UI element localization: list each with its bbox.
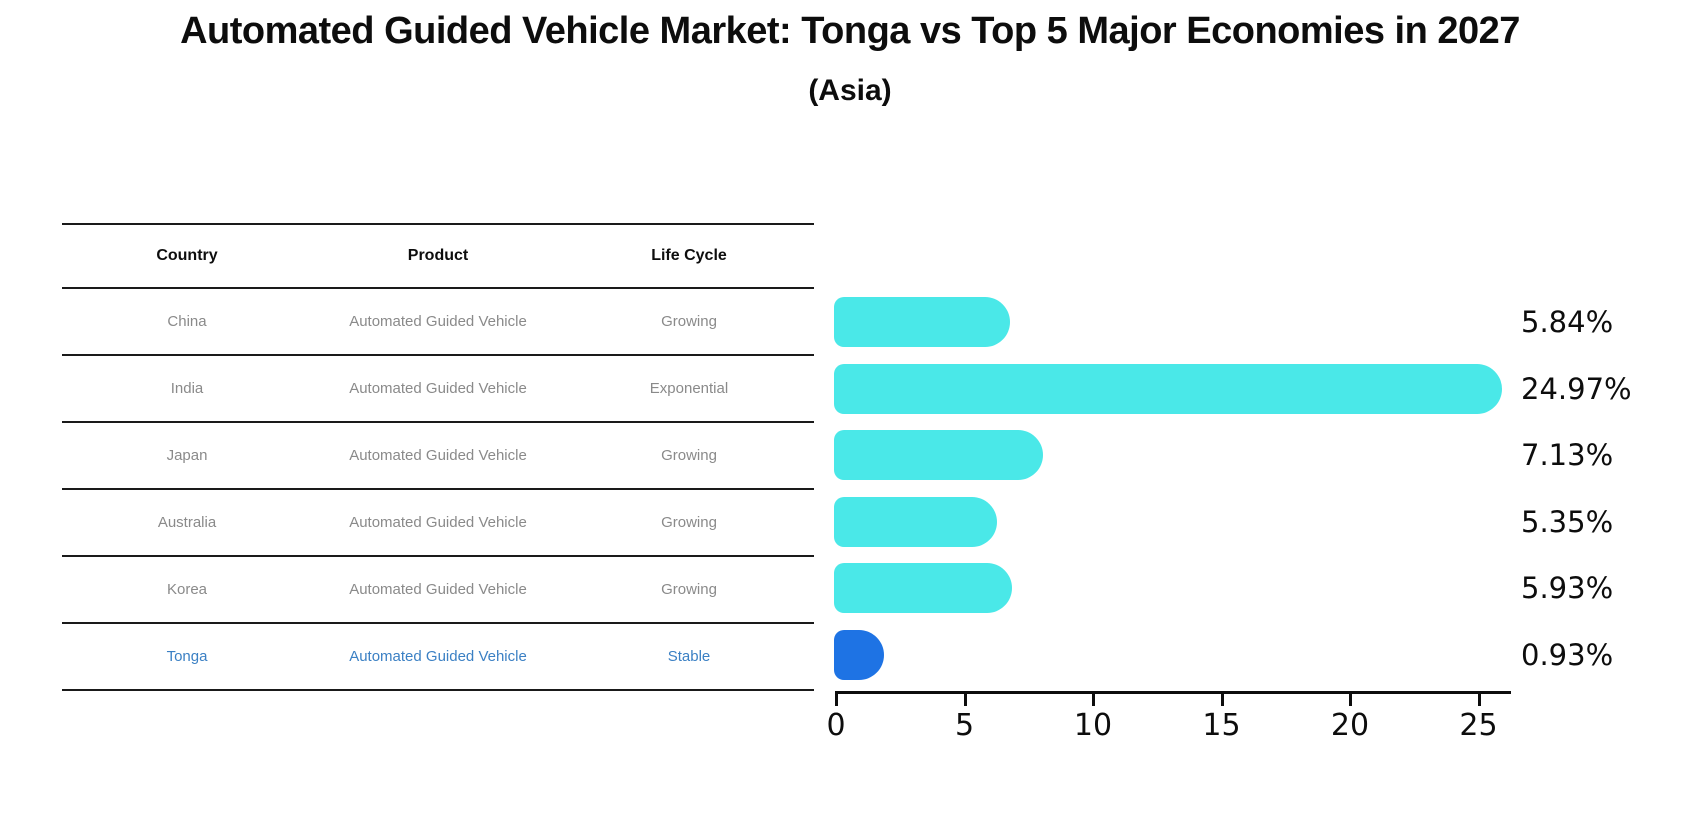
- cell-life-cycle: Growing: [661, 447, 717, 464]
- cell-product: Automated Guided Vehicle: [349, 514, 527, 531]
- x-tick-mark: [1220, 693, 1224, 706]
- bar-japan: [834, 430, 1044, 480]
- cell-country: China: [167, 313, 207, 330]
- x-tick-mark: [835, 693, 838, 706]
- x-axis-line: [835, 691, 1511, 694]
- x-tick-label: 10: [1073, 708, 1113, 743]
- cell-country: Japan: [166, 447, 208, 464]
- cell-country: Australia: [157, 514, 217, 531]
- value-label-japan: 7.13%: [1521, 438, 1614, 472]
- x-tick-label: 0: [826, 708, 846, 743]
- bar-india: [834, 363, 1502, 414]
- value-label-australia: 5.35%: [1521, 504, 1614, 539]
- country-table: Country Product Life Cycle China Automat…: [62, 223, 814, 691]
- x-tick-label: 5: [954, 708, 975, 743]
- cell-product: Automated Guided Vehicle: [349, 581, 527, 598]
- column-header-country: Country: [156, 247, 218, 264]
- table-row: China Automated Guided Vehicle Growing: [62, 289, 814, 356]
- x-tick-label: 20: [1330, 708, 1370, 743]
- x-tick-label: 25: [1459, 708, 1498, 743]
- cell-product: Automated Guided Vehicle: [349, 380, 527, 397]
- cell-country: Korea: [166, 581, 208, 598]
- cell-life-cycle: Growing: [661, 514, 717, 531]
- table-header-row: Country Product Life Cycle: [62, 223, 814, 289]
- cell-country: Tonga: [166, 648, 208, 665]
- cell-life-cycle: Growing: [661, 313, 717, 330]
- table-row: Australia Automated Guided Vehicle Growi…: [62, 490, 814, 557]
- cell-life-cycle: Stable: [667, 648, 711, 665]
- bar-korea: [834, 563, 1013, 613]
- cell-product: Automated Guided Vehicle: [349, 447, 527, 464]
- chart-subtitle: (Asia): [808, 74, 892, 107]
- table-body: China Automated Guided Vehicle Growing I…: [62, 289, 814, 691]
- chart-title: Automated Guided Vehicle Market: Tonga v…: [180, 10, 1520, 52]
- x-tick-mark: [1477, 693, 1481, 706]
- column-header-product: Product: [407, 247, 469, 264]
- x-tick-label: 15: [1202, 708, 1241, 743]
- cell-country: India: [170, 380, 204, 397]
- cell-product: Automated Guided Vehicle: [349, 648, 527, 665]
- value-label-india: 24.97%: [1521, 371, 1632, 406]
- column-header-life-cycle: Life Cycle: [651, 247, 727, 264]
- x-tick-mark: [1092, 693, 1095, 706]
- cell-product: Automated Guided Vehicle: [349, 313, 527, 330]
- bar-tonga: [834, 629, 884, 680]
- bar-australia: [834, 496, 998, 547]
- x-tick-mark: [963, 693, 967, 706]
- cell-life-cycle: Exponential: [649, 380, 729, 397]
- table-row: Korea Automated Guided Vehicle Growing: [62, 557, 814, 624]
- value-label-korea: 5.93%: [1521, 571, 1614, 605]
- table-row: Japan Automated Guided Vehicle Growing: [62, 423, 814, 490]
- table-row: Tonga Automated Guided Vehicle Stable: [62, 624, 814, 691]
- x-tick-mark: [1349, 693, 1352, 706]
- table-row: India Automated Guided Vehicle Exponenti…: [62, 356, 814, 423]
- value-label-tonga: 0.93%: [1521, 637, 1614, 672]
- cell-life-cycle: Growing: [661, 581, 717, 598]
- bar-china: [834, 297, 1011, 347]
- value-label-china: 5.84%: [1521, 305, 1614, 339]
